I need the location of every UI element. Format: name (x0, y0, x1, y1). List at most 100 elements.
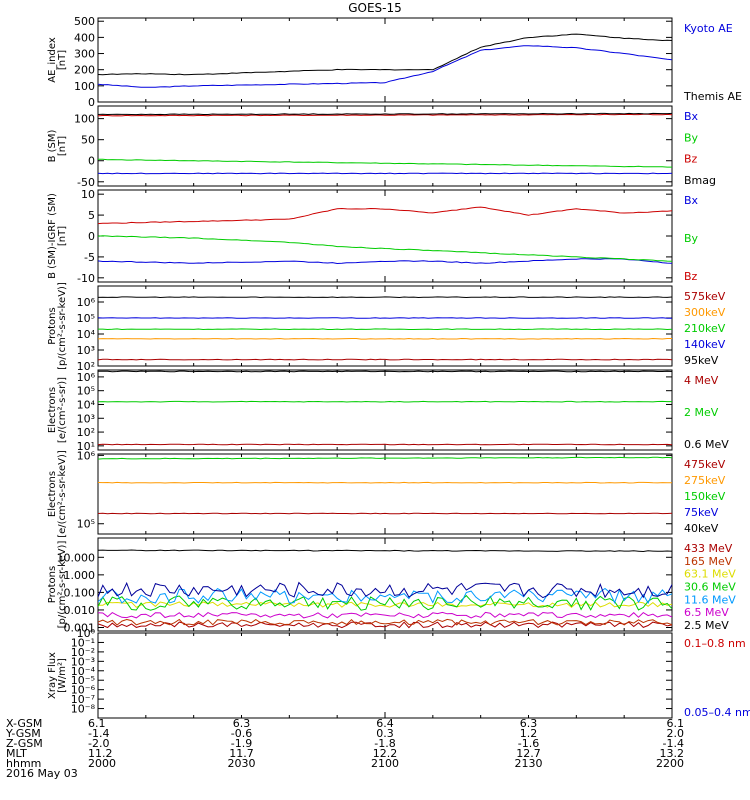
orbit-value: 2100 (371, 757, 399, 770)
y-tick-label: 50 (81, 134, 95, 147)
orbit-value: 6.3 (520, 717, 538, 730)
orbit-value: 6.1 (667, 717, 685, 730)
legend-entry: 95keV (684, 354, 719, 367)
y-axis-label: [e/(cm²-s-sr-keV)] (57, 450, 68, 538)
legend-entry: By (684, 232, 699, 245)
legend-entry: 210keV (684, 322, 726, 335)
y-axis-label: [p/(cm²-s-sr-keV)] (57, 282, 68, 370)
y-tick-label: 10² (77, 426, 95, 439)
y-tick-label: 10⁵ (77, 385, 95, 398)
y-tick-label: 10⁴ (77, 398, 96, 411)
legend-entry: 300keV (684, 306, 726, 319)
legend-entry: 150keV (684, 490, 726, 503)
orbit-value: 2130 (515, 757, 543, 770)
legend-entry: 11.6 MeV (684, 593, 736, 606)
legend-entry: Bmag (684, 174, 716, 187)
y-tick-label: 10⁻⁷ (71, 693, 95, 706)
orbit-row-label: MLT (6, 747, 27, 760)
y-tick-label: -50 (77, 176, 95, 189)
legend-entry: 30.6 MeV (684, 581, 736, 594)
panel-frame (97, 632, 673, 719)
legend-entry: 63.1 MeV (684, 568, 736, 581)
y-tick-label: 10⁵ (77, 518, 95, 531)
y-axis-label: [e/(cm²-s-sr)] (57, 377, 68, 443)
orbit-value: 2000 (88, 757, 116, 770)
legend-entry: Bx (684, 110, 699, 123)
orbit-value: 11.2 (88, 747, 113, 760)
y-axis-label: Protons (47, 566, 58, 603)
y-tick-label: 300 (74, 48, 95, 61)
panel-frame (97, 285, 673, 367)
y-axis-label: Electrons (47, 387, 58, 433)
y-tick-label: -5 (84, 251, 95, 264)
legend-entry: 0.1–0.8 nm (684, 637, 746, 650)
y-axis-label: B (SM)-IGRF (SM) (47, 193, 58, 279)
orbit-value: -2.0 (88, 737, 109, 750)
series-line (98, 33, 672, 76)
series-line (98, 443, 672, 446)
chart-title: GOES-15 (348, 1, 402, 15)
y-tick-label: 5 (88, 209, 95, 222)
orbit-value: -1.6 (518, 737, 539, 750)
legend-entry: Bx (684, 194, 699, 207)
legend-entry: 0.05–0.4 nm (684, 706, 750, 719)
orbit-value: 6.3 (233, 717, 251, 730)
series-line (98, 400, 672, 403)
y-axis-label: [nT] (57, 50, 68, 70)
series-line (98, 587, 672, 605)
orbit-value: 2.0 (667, 727, 685, 740)
y-tick-label: 10⁻⁸ (71, 703, 96, 716)
orbit-value: -1.4 (663, 737, 684, 750)
y-axis-label: [nT] (57, 226, 68, 246)
y-tick-label: 0.100 (64, 586, 96, 599)
orbit-value: 0.3 (376, 727, 394, 740)
y-axis-label: Electrons (47, 471, 58, 517)
y-tick-label: 10⁶ (77, 449, 96, 462)
orbit-value: -1.8 (374, 737, 395, 750)
orbit-value: 6.1 (88, 717, 106, 730)
y-axis-label: AE_index (47, 37, 58, 83)
series-line (98, 337, 672, 340)
y-tick-label: 10⁶ (77, 296, 96, 309)
orbit-row-label: hhmm (6, 757, 41, 770)
orbit-row-label: Z-GSM (6, 737, 43, 750)
legend-entry: Bz (684, 153, 698, 166)
legend-entry: 2.5 MeV (684, 619, 729, 632)
orbit-value: -1.4 (88, 727, 109, 740)
series-line (98, 581, 672, 599)
legend-entry: 275keV (684, 474, 726, 487)
y-tick-label: 0 (88, 230, 95, 243)
y-tick-label: 10³ (77, 412, 95, 425)
orbit-value: 1.2 (520, 727, 538, 740)
legend-entry: 140keV (684, 338, 726, 351)
panel-frame (97, 369, 673, 451)
orbit-value: -1.9 (231, 737, 252, 750)
series-line (98, 481, 672, 484)
y-tick-label: 100 (74, 113, 95, 126)
legend-entry: 475keV (684, 458, 726, 471)
legend-entry: 2 MeV (684, 406, 719, 419)
y-tick-label: 10⁵ (77, 312, 95, 325)
y-tick-label: 10⁰ (77, 627, 96, 640)
legend-entry: 4 MeV (684, 374, 719, 387)
series-line (98, 45, 672, 88)
y-axis-label: B (SM) (47, 129, 58, 162)
series-line (98, 601, 672, 608)
series-line (98, 549, 672, 553)
series-line (98, 206, 672, 225)
series-line (98, 113, 672, 117)
y-axis-label: [nT] (57, 136, 68, 156)
orbit-value: 11.7 (229, 747, 254, 760)
series-line (98, 370, 672, 373)
legend-entry: 433 MeV (684, 542, 733, 555)
legend-entry: 165 MeV (684, 555, 733, 568)
series-line (98, 618, 672, 626)
y-tick-label: 10⁻¹ (71, 636, 95, 649)
orbit-value: -0.6 (231, 727, 252, 740)
series-line (98, 611, 672, 619)
legend-entry: Bz (684, 270, 698, 283)
series-line (98, 452, 672, 453)
panel-frame (97, 17, 673, 103)
y-tick-label: 0 (88, 96, 95, 109)
